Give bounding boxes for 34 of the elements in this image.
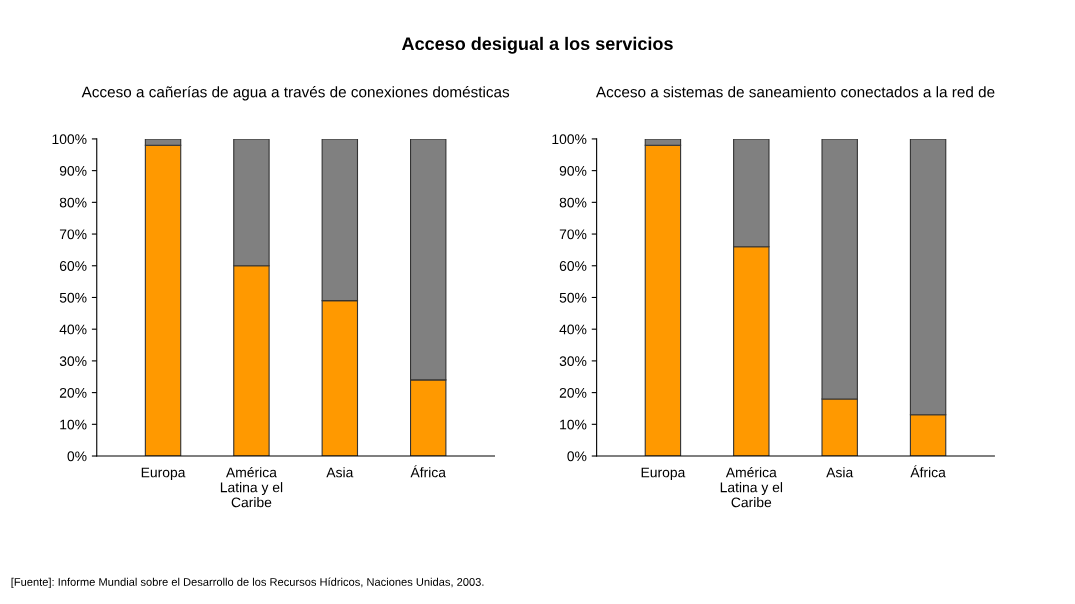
y-tick-label: 40%: [559, 324, 587, 335]
y-tick-label: 90%: [59, 165, 87, 176]
y-tick-label: 30%: [559, 356, 587, 367]
y-tick-label: 90%: [559, 165, 587, 176]
y-tick-label: 80%: [559, 197, 587, 208]
y-tick-label: 30%: [59, 356, 87, 367]
y-tick-label: 100%: [552, 134, 587, 145]
y-tick-label: 60%: [59, 261, 87, 271]
y-tick-label: 50%: [559, 292, 587, 303]
y-tick-label: 20%: [59, 387, 87, 398]
text: Acceso desigual a los servicios: [401, 36, 673, 54]
y-tick-label: 0%: [567, 451, 587, 462]
y-tick-label: 10%: [560, 419, 587, 430]
y-tick-label: 100%: [52, 134, 87, 145]
y-tick-label: 80%: [59, 197, 87, 208]
y-tick-label: 0%: [67, 451, 87, 462]
x-tick-label: América Latina y el Caribe: [220, 466, 283, 508]
y-tick-label: 10%: [60, 419, 87, 430]
chart-title: Acceso a sistemas de saneamiento conectados a la red de: [595, 86, 995, 98]
y-tick-label: 70%: [59, 229, 87, 240]
x-tick-label: América Latina y el Caribe: [720, 466, 783, 508]
y-tick-label: 20%: [559, 387, 587, 398]
y-tick-label: 70%: [559, 229, 587, 240]
x-tick-label: África: [910, 465, 946, 478]
x-tick-label: Asia: [326, 467, 354, 478]
x-tick-label: Asia: [826, 467, 854, 478]
y-tick-label: 50%: [59, 292, 87, 303]
chart-title: Acceso a cañerías de agua a través de conexiones domésticas: [81, 86, 510, 101]
x-tick-label: Europa: [141, 467, 186, 481]
y-tick-label: 60%: [559, 261, 587, 271]
x-tick-label: Europa: [641, 467, 686, 481]
y-tick-label: 40%: [59, 324, 87, 335]
x-tick-label: África: [410, 465, 446, 478]
text: [Fuente]: Informe Mundial sobre el Desarrollo de los Recursos Hídricos, Naciones Unidas, 2003.: [11, 577, 484, 589]
